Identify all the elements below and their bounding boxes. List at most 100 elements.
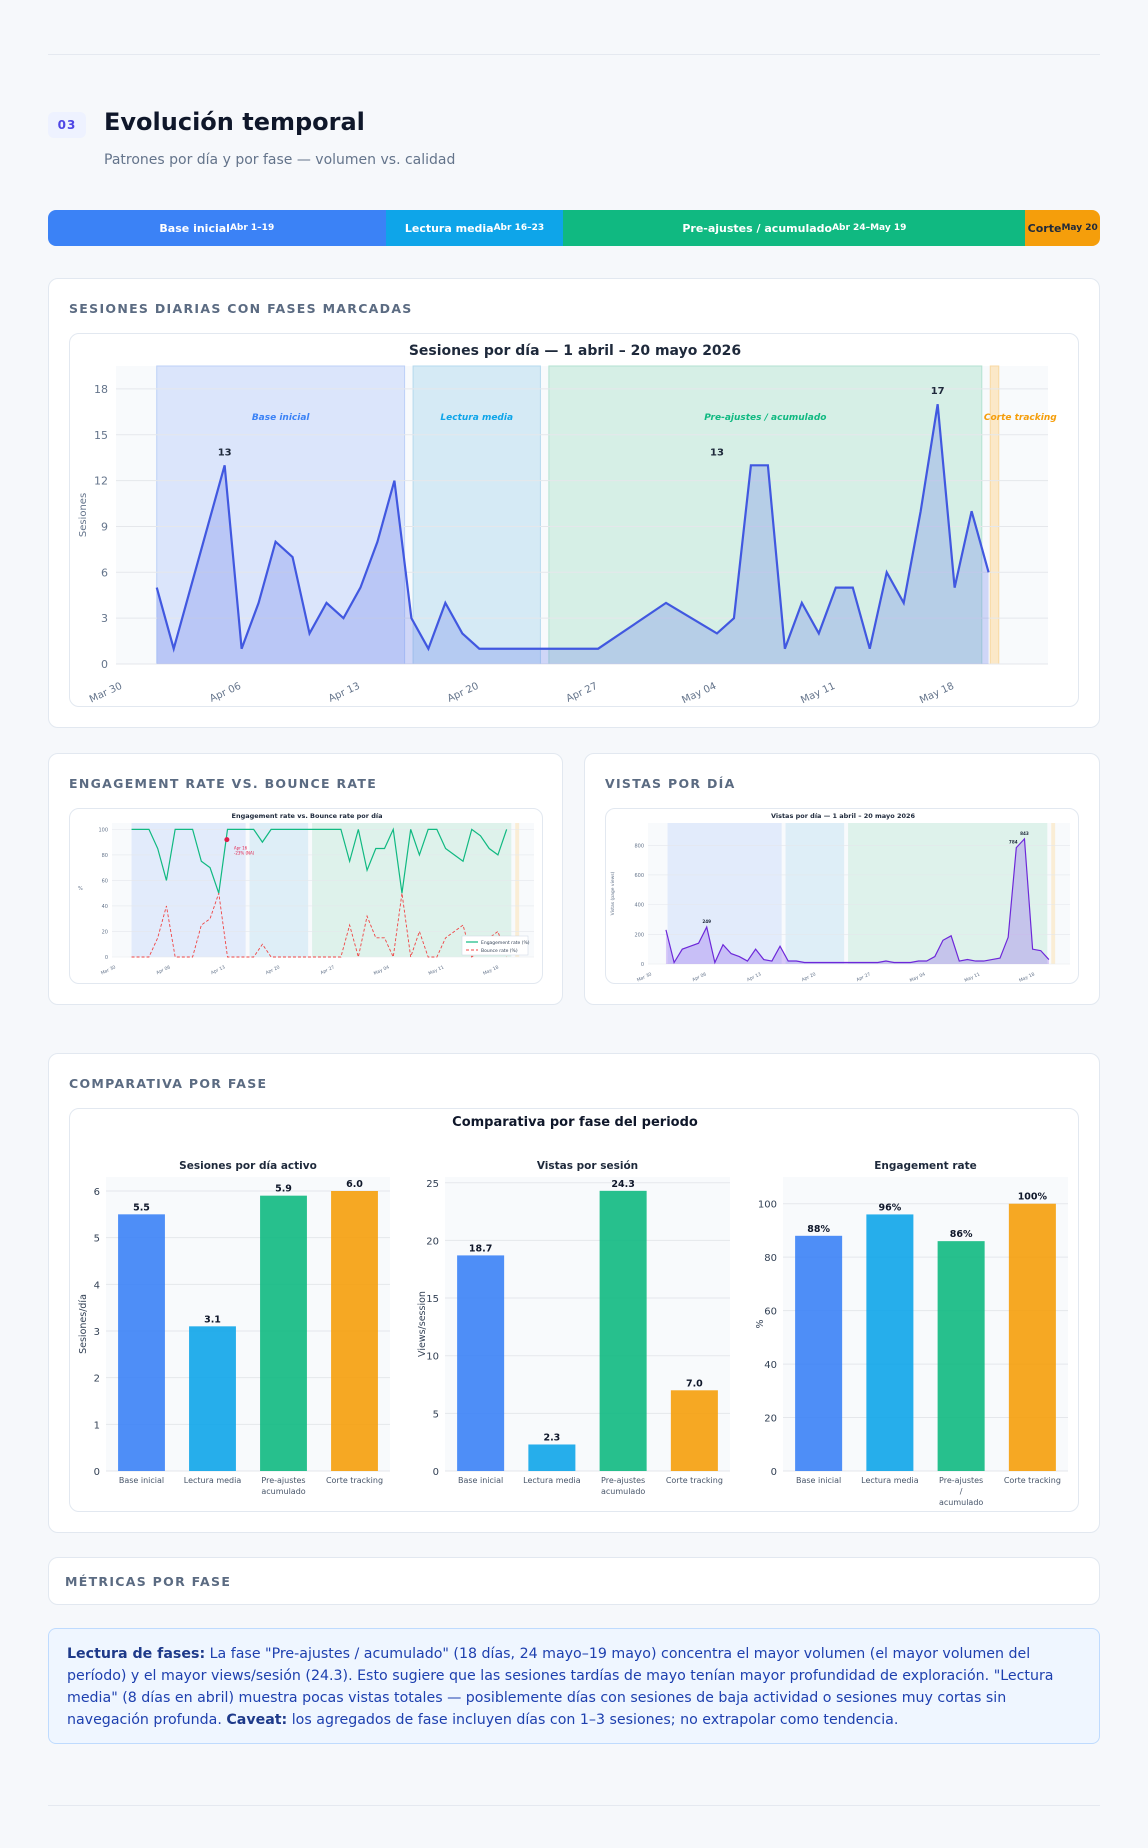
y-tick-label: 10 — [426, 1352, 439, 1363]
x-tick-line: Pre-ajustes — [261, 1476, 305, 1485]
x-tick-label: Pre-ajustes / acumulado — [939, 1476, 983, 1507]
x-tick-label: Apr 06 — [208, 681, 243, 705]
chart-title: Engagement rate vs. Bounce rate por día — [232, 812, 383, 820]
compare-chart: Comparativa por fase del periodo Sesiones… — [78, 1115, 1068, 1507]
section-number: 03 — [48, 112, 86, 138]
y-tick-label: 9 — [101, 520, 108, 533]
phase-dates: Abr 1–19 — [229, 223, 275, 233]
peak-label: 784 — [1009, 840, 1018, 845]
bar — [331, 1191, 378, 1471]
peak-label: 249 — [702, 919, 711, 924]
y-tick-label: 40 — [764, 1360, 777, 1371]
views-area — [665, 838, 1049, 964]
phase-label: Corte tracking — [984, 413, 1057, 423]
bar — [795, 1235, 843, 1471]
phase-dates: Abr 16–23 — [493, 223, 545, 233]
phase-segment-base: Base inicial Abr 1–19 — [48, 210, 386, 246]
phase-segment-corte: Corte May 20 — [1025, 210, 1100, 246]
phase-dates: Abr 24–May 19 — [832, 223, 907, 233]
y-tick-label: 0 — [771, 1467, 777, 1478]
y-tick-label: 100 — [758, 1200, 777, 1211]
x-tick-label: Apr 20 — [446, 681, 481, 705]
x-tick-line: Corte tracking — [666, 1476, 723, 1485]
bar-value-label: 86% — [950, 1229, 973, 1240]
phase-band — [156, 365, 406, 665]
y-tick-label: 80 — [764, 1253, 777, 1264]
bar-value-label: 24.3 — [611, 1179, 634, 1190]
bar — [189, 1326, 236, 1471]
bar — [937, 1241, 985, 1471]
bar-value-label: 3.1 — [204, 1314, 221, 1325]
sessions-chart: Sesiones por día — 1 abril – 20 mayo 202… — [78, 343, 1057, 706]
bar — [528, 1444, 576, 1471]
y-tick-label: 20 — [426, 1236, 439, 1247]
x-tick-label: Apr 13 — [327, 681, 362, 705]
x-tick-label: Base inicial — [458, 1476, 503, 1485]
phase-label: Base inicial — [252, 413, 311, 423]
y-tick-label: 40 — [102, 904, 108, 910]
x-tick-label: May 11 — [428, 964, 446, 976]
sessions-chart-frame: Sesiones por día — 1 abril – 20 mayo 202… — [69, 333, 1079, 707]
x-tick-label: May 18 — [482, 964, 500, 976]
x-tick-label: Corte tracking — [1004, 1476, 1061, 1485]
x-tick-label: May 18 — [1018, 971, 1036, 983]
x-tick-line: Base inicial — [119, 1476, 164, 1485]
y-tick-label: 18 — [94, 383, 108, 396]
section-subtitle: Patrones por día y por fase — volumen vs… — [104, 152, 456, 168]
annotation-marker — [224, 837, 230, 843]
y-tick-label: 0 — [105, 955, 108, 961]
phase-dates: May 20 — [1061, 223, 1098, 233]
annotation-text: -23% (NA) — [234, 851, 255, 856]
chart-title: Sesiones por día — 1 abril – 20 mayo 202… — [409, 343, 741, 359]
x-tick-label: Apr 06 — [155, 964, 171, 976]
chart-title: Comparativa por fase del periodo — [452, 1115, 698, 1130]
x-tick-line: Base inicial — [796, 1476, 841, 1485]
y-tick-label: 600 — [634, 873, 644, 879]
note-caveat: Caveat: — [226, 1712, 288, 1728]
x-tick-line: Lectura media — [523, 1476, 581, 1485]
x-tick-label: Pre-ajustes acumulado — [601, 1476, 645, 1496]
bar-value-label: 100% — [1018, 1192, 1048, 1203]
views-line — [665, 837, 1050, 965]
y-tick-label: 1 — [94, 1420, 100, 1431]
card-title: SESIONES DIARIAS CON FASES MARCADAS — [69, 301, 413, 316]
x-tick-label: Corte tracking — [666, 1476, 723, 1485]
compare-chart-frame: Comparativa por fase del periodo Sesiones… — [69, 1108, 1079, 1512]
y-tick-label: 200 — [634, 932, 644, 938]
x-tick-label: Apr 20 — [801, 971, 817, 983]
y-tick-label: 20 — [764, 1414, 777, 1425]
y-tick-label: 5 — [433, 1409, 439, 1420]
y-tick-label: 12 — [94, 475, 108, 488]
phase-band — [1051, 823, 1056, 964]
x-tick-line: Pre-ajustes — [939, 1476, 983, 1485]
bar-value-label: 96% — [879, 1202, 902, 1213]
y-tick-label: 0 — [101, 658, 108, 671]
metrics-card: MÉTRICAS POR FASE — [48, 1557, 1100, 1605]
phase-label: Pre-ajustes / acumulado — [704, 413, 826, 423]
x-tick-label: May 11 — [964, 971, 982, 983]
x-tick-label: Corte tracking — [326, 1476, 383, 1485]
annotation-text: Apr 16 — [234, 846, 248, 851]
peak-label: 13 — [218, 447, 232, 458]
views-chart-frame: Vistas por día — 1 abril – 20 mayo 2026 M… — [605, 808, 1079, 984]
bar-value-label: 2.3 — [543, 1432, 560, 1443]
x-tick-line: Lectura media — [861, 1476, 919, 1485]
x-tick-label: May 04 — [680, 681, 718, 706]
phase-band — [785, 823, 845, 964]
y-tick-label: 2 — [94, 1374, 100, 1385]
x-tick-label: May 11 — [799, 681, 837, 706]
phase-label: Lectura media — [440, 413, 513, 423]
bar-value-label: 5.5 — [133, 1202, 150, 1213]
bottom-divider — [48, 1805, 1100, 1806]
x-tick-line: Pre-ajustes — [601, 1476, 645, 1485]
phase-timeline: Base inicial Abr 1–19 Lectura media Abr 16… — [48, 210, 1100, 246]
daily-sessions-card: SESIONES DIARIAS CON FASES MARCADAS Sesi… — [48, 278, 1100, 728]
x-tick-label: Base inicial — [119, 1476, 164, 1485]
x-tick-label: Pre-ajustes acumulado — [261, 1476, 305, 1496]
y-tick-label: 25 — [426, 1179, 439, 1190]
panel-title: Vistas por sesión — [537, 1160, 638, 1172]
y-tick-label: 60 — [764, 1307, 777, 1318]
x-tick-label: Lectura media — [184, 1476, 242, 1485]
bar — [118, 1214, 165, 1471]
y-axis-label: Vistas (page views) — [610, 871, 616, 915]
